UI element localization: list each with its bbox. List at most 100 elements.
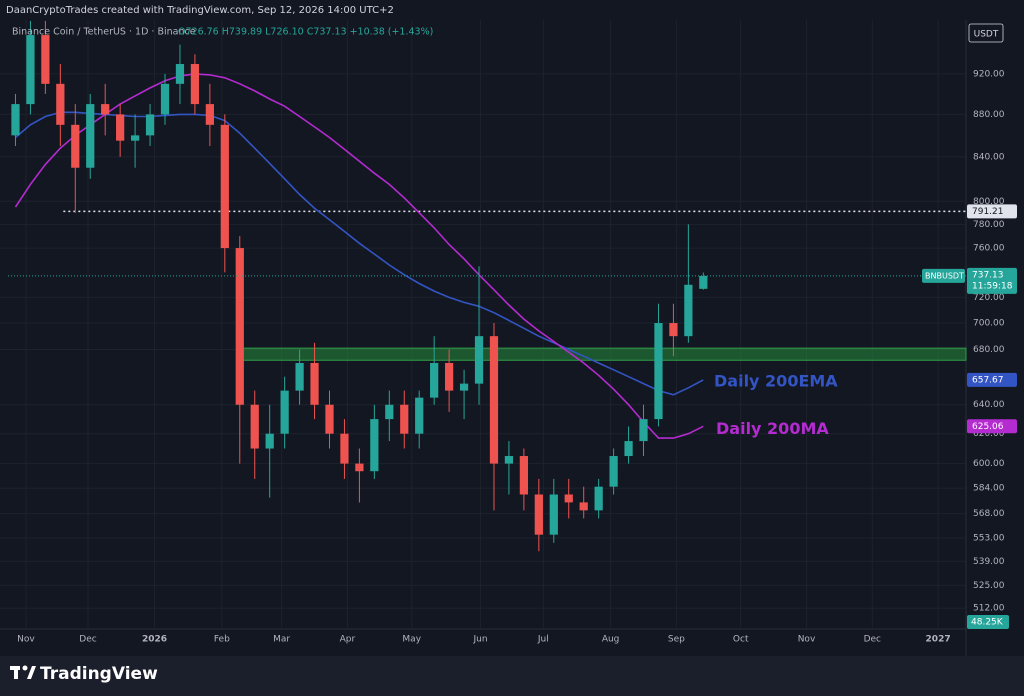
footer (0, 656, 1024, 696)
candle-body (26, 35, 35, 105)
candle-body (71, 124, 80, 168)
candle-body (489, 336, 499, 464)
y-tick-label: 800.00 (973, 197, 1005, 207)
axis-value-box (967, 372, 1017, 387)
candle-body (250, 404, 259, 449)
x-tick-label: Dec (864, 635, 881, 645)
candle-body (445, 362, 454, 391)
x-tick-label: Dec (79, 635, 96, 645)
y-tick-label: 760.00 (973, 244, 1005, 254)
candle-body (370, 419, 379, 472)
volume-label: 48.25K (971, 618, 1004, 628)
x-tick-label: 2026 (142, 635, 167, 645)
level-box (967, 204, 1017, 219)
x-tick-label: Nov (798, 635, 816, 645)
candle-body (400, 404, 409, 434)
candle-body (145, 114, 155, 136)
ticker-tag (922, 268, 965, 283)
x-tick-label: Oct (733, 635, 749, 645)
level-label: 791.21 (972, 207, 1004, 217)
candle-body (160, 83, 170, 115)
candle-body (534, 494, 543, 535)
candle-body (86, 104, 95, 168)
candle-body (474, 336, 484, 384)
x-tick-label: 2027 (926, 635, 951, 645)
y-tick-label: 539.00 (973, 557, 1005, 567)
y-tick-label: 512.00 (973, 604, 1005, 614)
y-tick-label: 880.00 (973, 110, 1005, 120)
y-tick-label: 620.00 (973, 429, 1005, 439)
x-tick-label: Mar (273, 635, 290, 645)
y-tick-label: 700.00 (973, 319, 1005, 329)
candle-body (594, 486, 603, 511)
candle-body (564, 494, 573, 503)
currency-box[interactable] (968, 23, 1004, 43)
support-zone (242, 347, 967, 361)
candle-body (56, 83, 65, 125)
candle-body (579, 502, 588, 511)
candle-body (385, 404, 394, 420)
currency: USDT (974, 30, 999, 40)
candle-body (101, 104, 110, 115)
symbol: Binance Coin / TetherUS · 1D · Binance (12, 27, 196, 38)
candle-body (265, 433, 274, 449)
candle-body (41, 35, 50, 84)
last-price: 737.13 (972, 270, 1004, 280)
axis-value-label: 625.06 (972, 422, 1004, 432)
x-tick-label: May (402, 635, 421, 645)
y-tick-label: 720.00 (973, 293, 1005, 303)
axis-value-label: 657.67 (972, 375, 1004, 385)
candle-body (116, 114, 125, 141)
candle-body (624, 441, 633, 457)
y-tick-label: 640.00 (973, 400, 1005, 410)
x-tick-label: Jul (537, 635, 549, 645)
axis-value-box (967, 419, 1017, 434)
candle-body (310, 362, 319, 405)
labels: 512.00 525.00 539.00 553.00 568.00 584.00 600.… (17, 69, 1017, 645)
candle-body (639, 419, 648, 442)
brand: TradingView (40, 664, 158, 684)
candle-body (355, 463, 364, 472)
x-tick-label: Jun (472, 635, 487, 645)
x-tick-label: Apr (340, 635, 356, 645)
candle-body (684, 284, 693, 337)
volume-box (967, 615, 1009, 629)
candle-body (459, 383, 469, 391)
candle-body (609, 456, 618, 487)
candle-body (340, 433, 349, 464)
candle-body (699, 275, 708, 289)
candle-body (669, 323, 678, 337)
y-tick-label: 920.00 (973, 69, 1005, 79)
candle-body (430, 362, 439, 398)
series-annotation: Daily 200EMA (714, 371, 838, 390)
candle-body (654, 323, 663, 420)
candle-body (190, 64, 200, 105)
candle-body (504, 456, 514, 464)
y-tick-label: 584.00 (973, 484, 1005, 494)
y-tick-label: 525.00 (973, 581, 1005, 591)
series-annotation: Daily 200MA (716, 419, 829, 438)
candle-body (175, 64, 185, 84)
y-tick-label: 568.00 (973, 509, 1005, 519)
ma-line (14, 73, 704, 439)
candle-body (325, 404, 334, 434)
ticker: BNBUSDT (925, 271, 964, 280)
candle-body (519, 456, 528, 495)
y-tick-label: 553.00 (973, 533, 1005, 543)
ma-line (14, 111, 704, 396)
y-tick-label: 600.00 (973, 459, 1005, 469)
x-tick-label: Feb (214, 635, 230, 645)
candle-body (549, 494, 558, 535)
y-tick-label: 680.00 (973, 345, 1005, 355)
candle-body (130, 135, 140, 141)
candle-body (205, 104, 214, 125)
y-tick-label: 780.00 (973, 220, 1005, 230)
ohlc: O726.76 H739.89 L726.10 C737.13 +10.38 (… (178, 27, 433, 38)
candle-body (280, 390, 289, 434)
candle-body (295, 362, 304, 391)
countdown: 11:59:18 (972, 281, 1013, 291)
credit: DaanCryptoTrades created with TradingVie… (6, 5, 394, 16)
logo: TradingView (10, 664, 158, 684)
x-tick-label: Nov (17, 635, 35, 645)
